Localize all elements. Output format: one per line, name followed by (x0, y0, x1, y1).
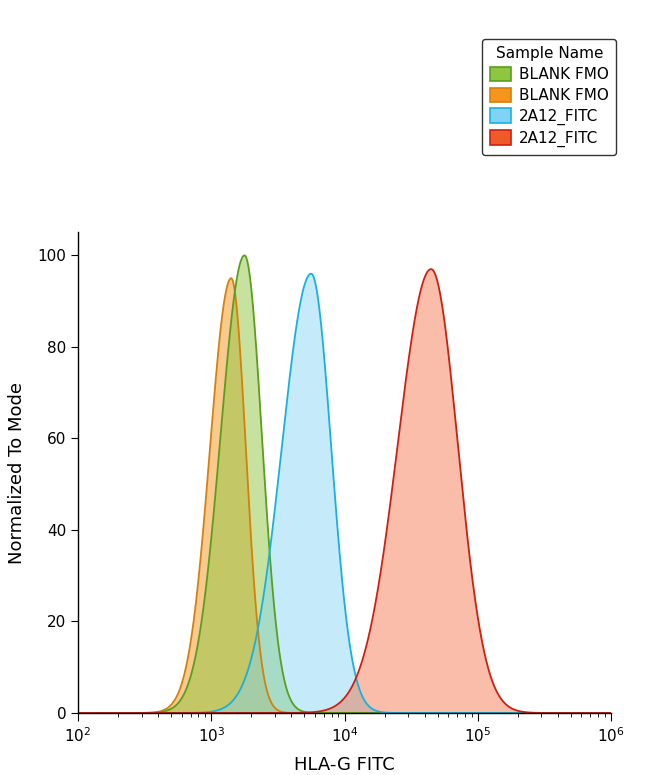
X-axis label: HLA-G FITC: HLA-G FITC (294, 756, 395, 774)
Legend: BLANK FMO, BLANK FMO, 2A12_FITC, 2A12_FITC: BLANK FMO, BLANK FMO, 2A12_FITC, 2A12_FI… (482, 39, 616, 155)
Y-axis label: Normalized To Mode: Normalized To Mode (8, 382, 26, 563)
